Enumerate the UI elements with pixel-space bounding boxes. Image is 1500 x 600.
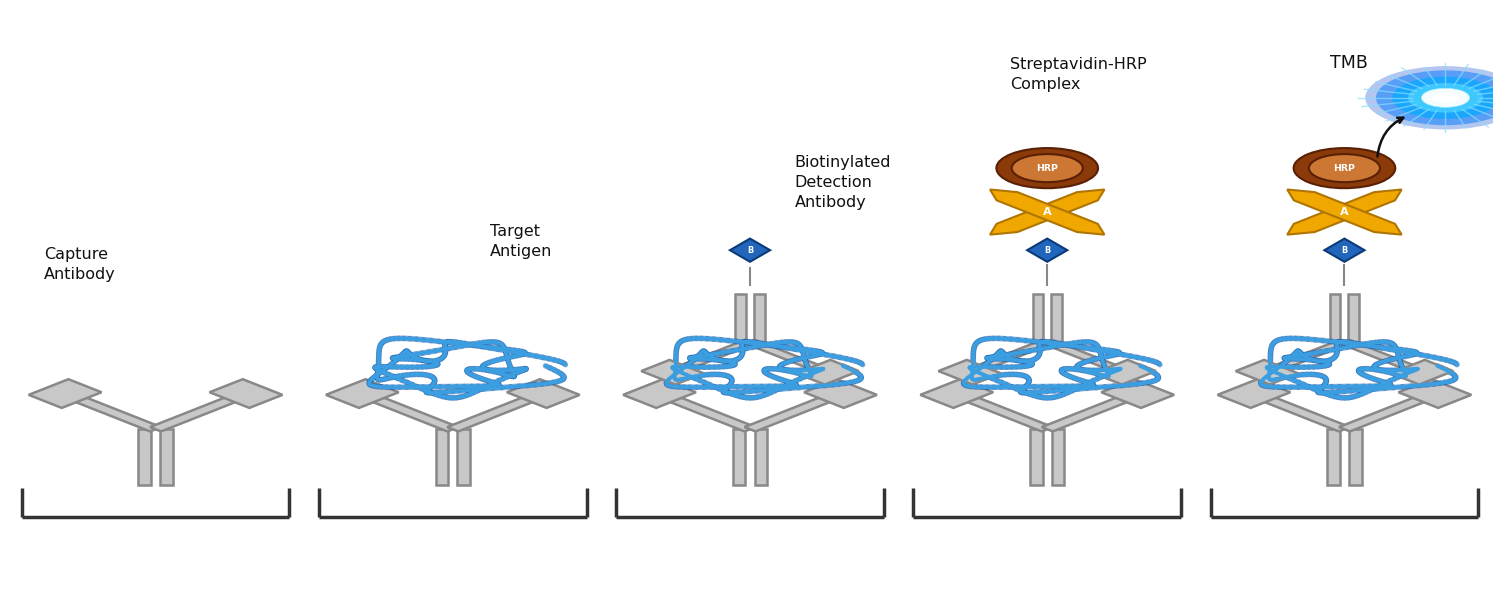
Text: HRP: HRP <box>1334 164 1356 173</box>
Bar <box>1274 340 1348 370</box>
Bar <box>1262 397 1350 431</box>
Text: Biotinylated
Detection
Antibody: Biotinylated Detection Antibody <box>795 155 891 210</box>
Bar <box>447 397 536 431</box>
Text: A: A <box>1042 207 1052 217</box>
Bar <box>1329 294 1341 341</box>
Text: Capture
Antibody: Capture Antibody <box>44 247 116 282</box>
Bar <box>1032 294 1042 341</box>
Bar <box>150 397 238 431</box>
Bar <box>754 294 765 341</box>
Polygon shape <box>804 379 877 408</box>
Bar <box>1340 397 1426 431</box>
Bar <box>1030 429 1042 485</box>
Polygon shape <box>1218 379 1290 408</box>
Polygon shape <box>939 360 1000 385</box>
Polygon shape <box>990 190 1104 235</box>
Bar <box>458 429 470 485</box>
Bar <box>1052 429 1065 485</box>
Polygon shape <box>1094 360 1156 385</box>
Polygon shape <box>210 379 282 408</box>
Bar <box>138 429 152 485</box>
Polygon shape <box>796 360 859 385</box>
Bar <box>1348 429 1362 485</box>
Bar <box>1042 340 1118 370</box>
Circle shape <box>1392 77 1498 119</box>
Bar <box>1052 294 1062 341</box>
Text: HRP: HRP <box>1036 164 1058 173</box>
Circle shape <box>1293 148 1395 188</box>
Polygon shape <box>1287 190 1401 235</box>
Polygon shape <box>1324 239 1365 262</box>
Circle shape <box>996 148 1098 188</box>
Text: B: B <box>1341 245 1347 254</box>
Bar <box>370 397 459 431</box>
Text: B: B <box>1044 245 1050 254</box>
Circle shape <box>1376 70 1500 125</box>
Polygon shape <box>1398 379 1472 408</box>
Bar <box>668 397 756 431</box>
Bar <box>964 397 1053 431</box>
Polygon shape <box>1390 360 1454 385</box>
Text: Streptavidin-HRP
Complex: Streptavidin-HRP Complex <box>1010 57 1146 92</box>
Polygon shape <box>1287 190 1401 235</box>
Polygon shape <box>326 379 399 408</box>
Text: TMB: TMB <box>1329 53 1368 71</box>
Bar <box>754 429 766 485</box>
Polygon shape <box>507 379 579 408</box>
Polygon shape <box>1028 239 1068 262</box>
Polygon shape <box>1236 360 1298 385</box>
Bar <box>1041 397 1130 431</box>
Circle shape <box>1365 66 1500 130</box>
Bar <box>744 397 833 431</box>
Circle shape <box>1310 154 1380 182</box>
Polygon shape <box>640 360 704 385</box>
Polygon shape <box>921 379 993 408</box>
Polygon shape <box>28 379 102 408</box>
Circle shape <box>1408 83 1484 113</box>
Polygon shape <box>990 190 1104 235</box>
Bar <box>1340 340 1416 370</box>
Bar <box>1328 429 1340 485</box>
Polygon shape <box>730 239 770 262</box>
Circle shape <box>1422 88 1470 107</box>
Bar <box>1348 294 1359 341</box>
Bar <box>734 429 746 485</box>
Text: B: B <box>747 245 753 254</box>
Bar <box>74 397 160 431</box>
Bar <box>746 340 821 370</box>
Polygon shape <box>622 379 696 408</box>
Circle shape <box>1011 154 1083 182</box>
Text: A: A <box>1340 207 1348 217</box>
Polygon shape <box>1101 379 1174 408</box>
Bar <box>735 294 746 341</box>
Bar <box>976 340 1052 370</box>
Circle shape <box>1432 92 1460 103</box>
Text: Target
Antigen: Target Antigen <box>490 224 552 259</box>
Bar <box>160 429 172 485</box>
Bar <box>435 429 448 485</box>
Bar <box>680 340 754 370</box>
